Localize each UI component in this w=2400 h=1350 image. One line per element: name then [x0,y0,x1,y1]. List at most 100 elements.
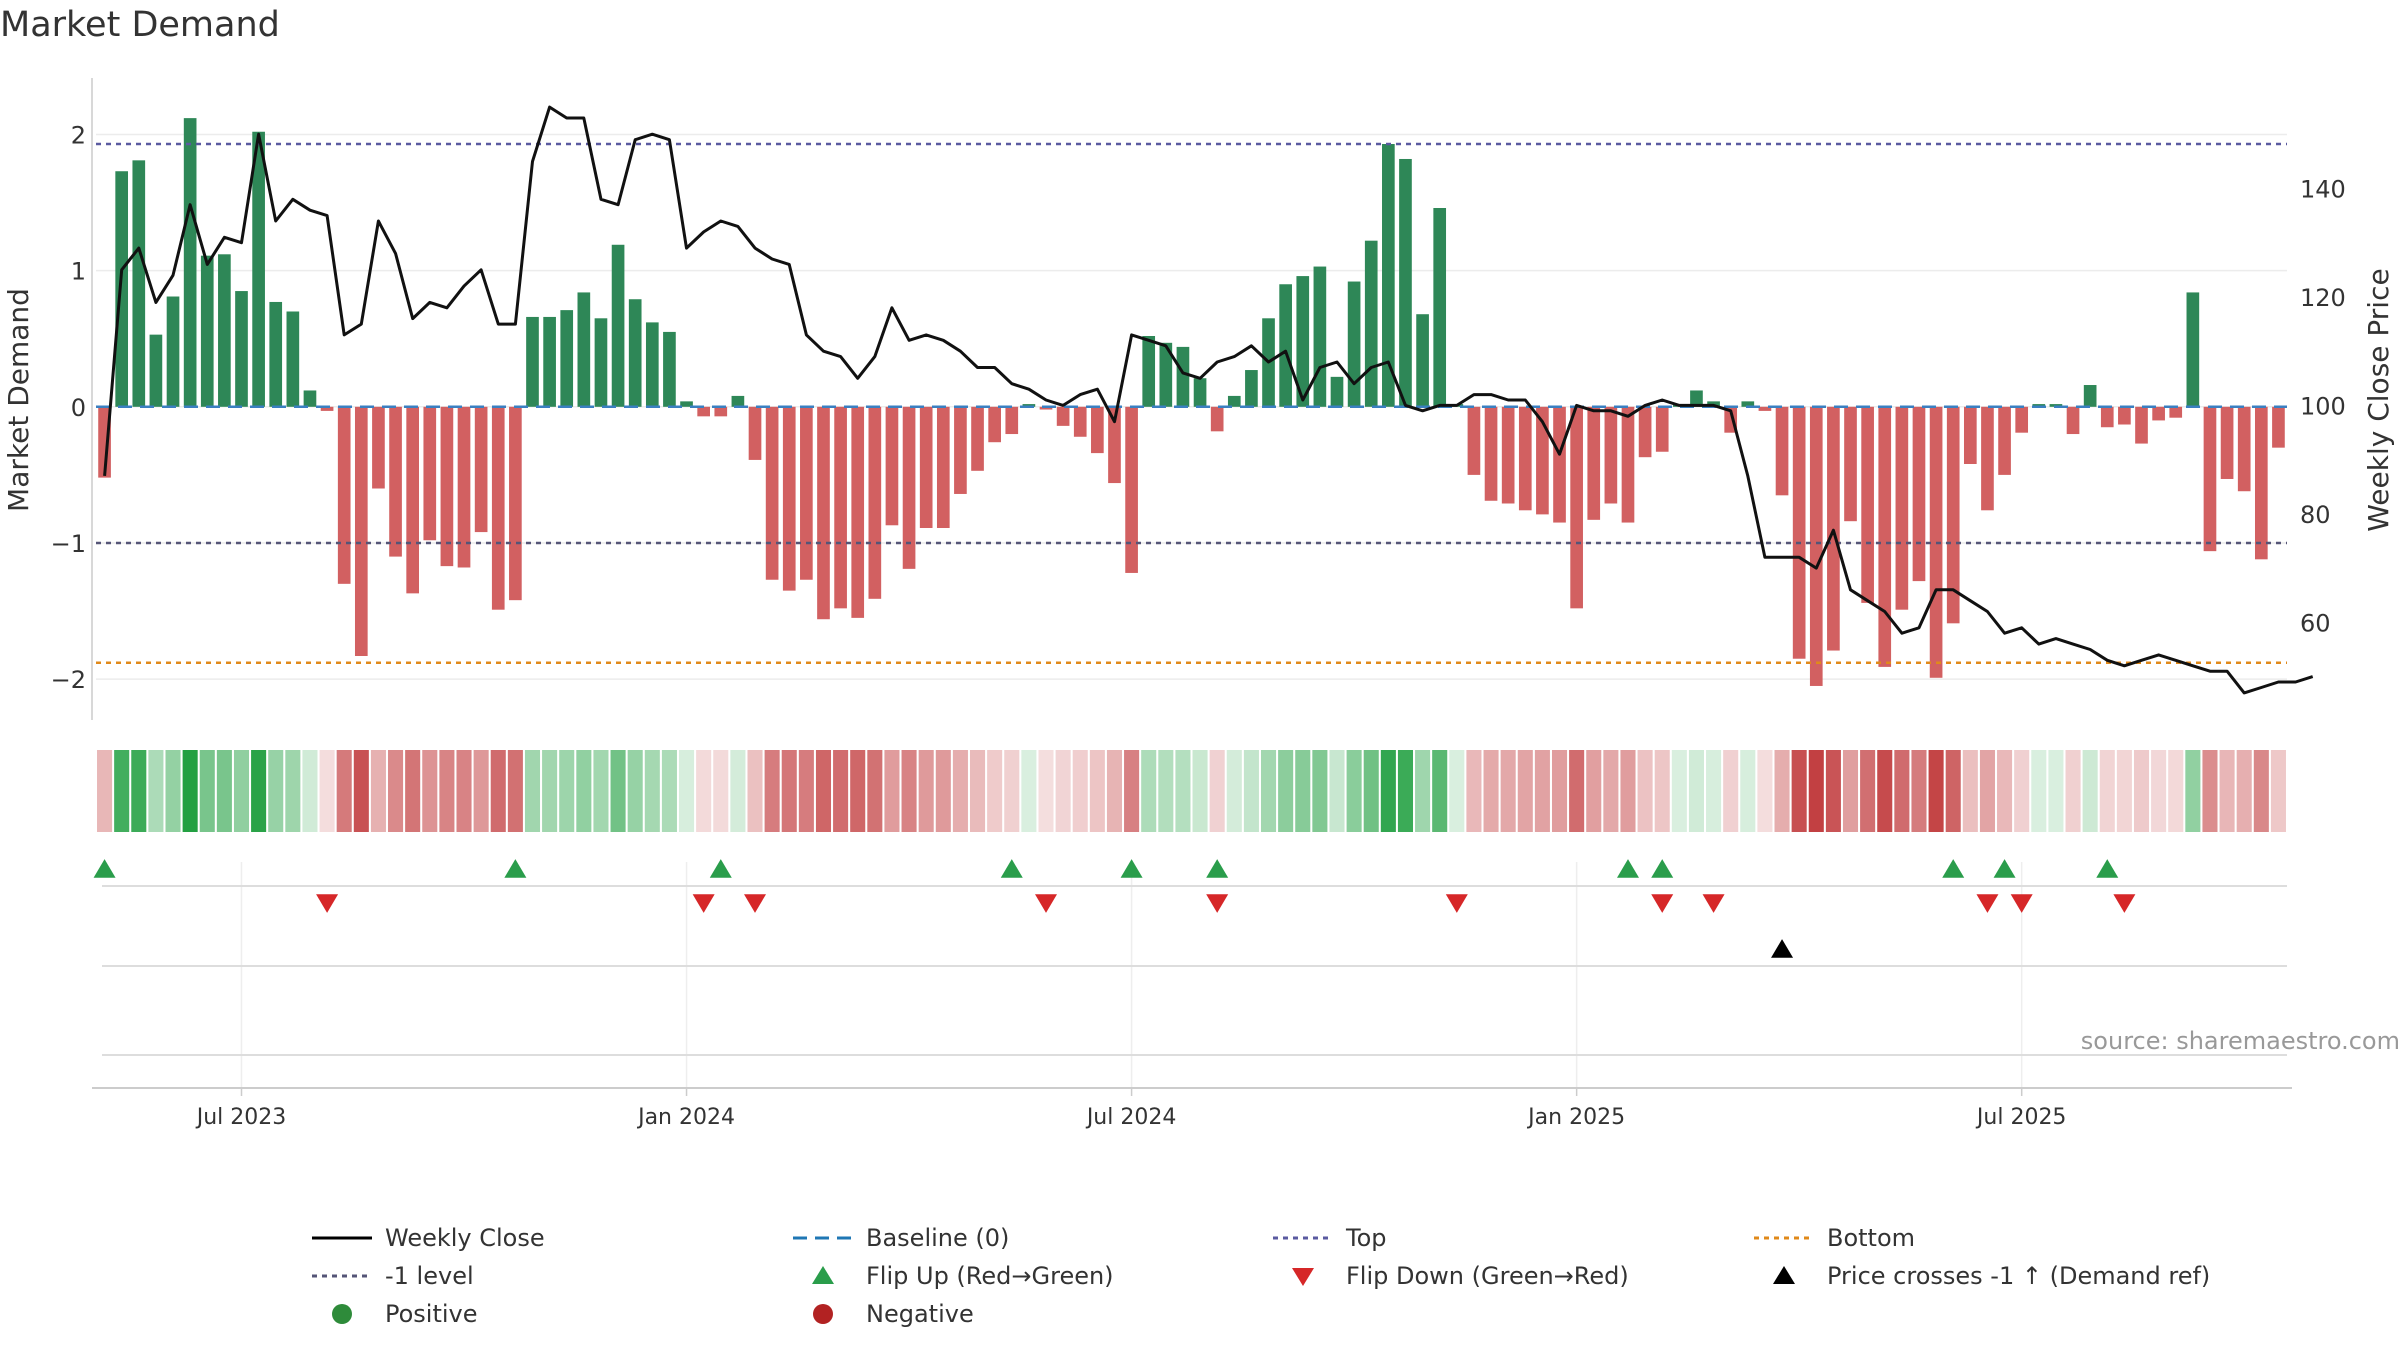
demand-bar [1604,406,1618,504]
heat-cell [2014,750,2030,832]
demand-bar [474,406,488,533]
demand-bar [2032,404,2046,407]
price-line [103,105,2314,695]
heat-cell [1055,750,1071,832]
demand-bar [1210,406,1224,432]
heat-cell [644,750,660,832]
heat-cell [1312,750,1328,832]
flip-up-marker [1942,859,1965,878]
heat-cell [2099,750,2115,832]
demand-bar [269,301,283,407]
heat-cell [1774,750,1790,832]
y-tick-label: −2 [51,666,86,694]
legend-item: Weekly Close [312,1224,545,1252]
heat-cell [1603,750,1619,832]
demand-bar [1347,281,1361,407]
heat-cell [1894,750,1910,832]
heat-cell [576,750,592,832]
heat-cell [1038,750,1054,832]
heat-cell [987,750,1003,832]
x-tick-label: Jul 2025 [1975,1105,2067,1130]
legend-swatch [1292,1268,1314,1286]
heat-cell [1243,750,1259,832]
heat-cell [1688,750,1704,832]
demand-bar [2186,292,2200,407]
demand-bar [252,131,265,407]
demand-bar [2100,406,2114,428]
demand-bar [2049,404,2063,407]
heat-cell [1124,750,1140,832]
flip-up-marker [1993,859,2016,878]
heat-cell [764,750,780,832]
demand-bar [1279,284,1292,407]
flip-down-marker [1035,894,1058,913]
demand-bar [971,406,984,471]
flip-down-marker [1702,894,1725,913]
demand-bar [491,406,505,610]
heat-cell [1706,750,1722,832]
demand-bar [611,244,625,407]
heat-cell [1757,750,1773,832]
x-tick-label: Jul 2024 [1085,1105,1177,1130]
demand-bar [748,406,762,460]
demand-bar [1056,406,1070,426]
heat-cell [1517,750,1533,832]
heat-cell [1141,750,1157,832]
heat-cell [2253,750,2269,832]
demand-bar [782,406,796,591]
heat-cell [1979,750,1995,832]
heat-cell [730,750,746,832]
heat-cell [867,750,883,832]
demand-bar [2152,406,2165,421]
heat-cell [918,750,934,832]
heat-cell [2185,750,2201,832]
legend-label: Baseline (0) [866,1224,1009,1252]
heat-cell [1432,750,1448,832]
demand-bar [1775,406,1789,496]
heat-cell [542,750,558,832]
demand-bar [1159,342,1173,407]
demand-bar [337,406,351,584]
demand-bar [936,406,950,528]
demand-bar [2066,406,2080,435]
flip-up-marker [1651,859,1674,878]
demand-bar [919,406,933,528]
heat-cell [114,750,130,832]
legend-label: Flip Up (Red→Green) [866,1262,1114,1290]
heat-cell [524,750,541,832]
heat-cell [2116,750,2132,832]
demand-bar [235,291,248,407]
demand-bar [680,401,693,407]
heat-cell [1637,750,1653,832]
heat-cell [507,750,523,832]
demand-bar [183,118,197,407]
legend-label: Weekly Close [385,1224,545,1252]
heat-cell [1928,750,1944,832]
heat-cell [627,750,643,832]
demand-bar [988,406,1001,443]
demand-bar [1467,406,1481,475]
y-right-tick-label: 120 [2300,284,2346,312]
heat-cell [1723,750,1739,832]
y-axis-label-right: Weekly Close Price [2362,268,2395,531]
heat-cell [1551,750,1568,832]
demand-bar [1330,376,1344,407]
demand-bar [868,406,882,599]
demand-bar [2015,406,2029,433]
heat-cell [2082,750,2098,832]
legend-label: Flip Down (Green→Red) [1346,1262,1629,1290]
flip-down-marker [316,894,339,913]
heat-cell [1945,750,1961,832]
heat-cell [302,750,318,832]
flip-down-marker [744,894,767,913]
demand-bar [1655,406,1669,452]
heat-cell [251,750,267,832]
demand-bar [594,318,608,407]
demand-bar [218,254,231,407]
heat-cell [2202,750,2218,832]
demand-bar [628,299,642,407]
heat-cell [713,750,729,832]
heat-cell [97,750,113,832]
heat-cell [1449,750,1465,832]
heat-cell [1415,750,1431,832]
